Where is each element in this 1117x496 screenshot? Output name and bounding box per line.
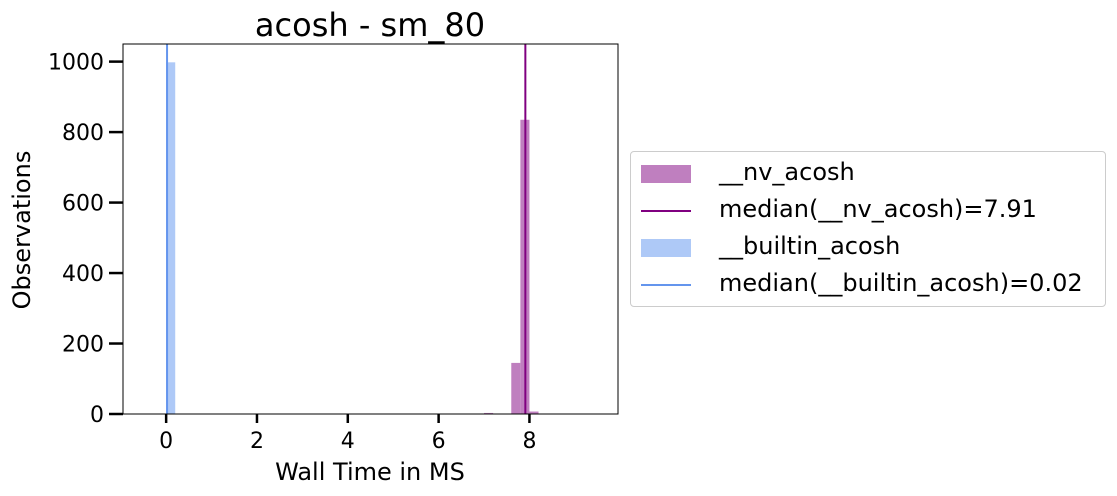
legend-swatch-nv-acosh (641, 165, 691, 183)
bar-nvacosh-3 (529, 411, 539, 414)
legend-item-builtin-acosh: __builtin_acosh (631, 230, 1105, 260)
y-tick-label: 1000 (48, 51, 104, 76)
y-tick-label: 400 (62, 262, 104, 287)
legend-swatch-builtin-acosh (641, 239, 691, 257)
x-tick-label: 0 (159, 429, 173, 454)
axes: 0 2 4 6 8 0 200 400 600 800 1000 (48, 43, 619, 454)
plot-area (166, 44, 539, 414)
y-tick-label: 200 (62, 333, 104, 358)
legend-item-nv-acosh: __nv_acosh (631, 156, 1105, 186)
plot-frame (122, 43, 619, 415)
bar-nvacosh-1 (511, 362, 521, 414)
legend-label-nv-median: median(__nv_acosh)=7.91 (719, 195, 1037, 223)
x-tick-label: 6 (432, 429, 446, 454)
bar-builtinacosh-0 (166, 62, 176, 414)
legend-label-builtin-median: median(__builtin_acosh)=0.02 (719, 269, 1083, 297)
y-tick-label: 800 (62, 121, 104, 146)
y-tick-label: 600 (62, 192, 104, 217)
legend-label-builtin-acosh: __builtin_acosh (719, 232, 901, 260)
legend-item-nv-median: median(__nv_acosh)=7.91 (631, 193, 1105, 223)
legend: __nv_acosh median(__nv_acosh)=7.91 __bui… (630, 151, 1106, 307)
x-tick-label: 8 (522, 429, 536, 454)
legend-item-builtin-median: median(__builtin_acosh)=0.02 (631, 267, 1105, 297)
x-tick-label: 4 (341, 429, 355, 454)
legend-line-builtin-median (641, 284, 691, 286)
bar-nvacosh-0 (484, 412, 494, 414)
legend-label-nv-acosh: __nv_acosh (719, 158, 855, 186)
chart-title: acosh - sm_80 (255, 6, 485, 44)
y-tick-label: 0 (90, 403, 104, 428)
legend-line-nv-median (641, 210, 691, 212)
y-axis-label: Observations (8, 151, 36, 310)
x-axis-label: Wall Time in MS (275, 458, 465, 486)
x-tick-label: 2 (250, 429, 264, 454)
